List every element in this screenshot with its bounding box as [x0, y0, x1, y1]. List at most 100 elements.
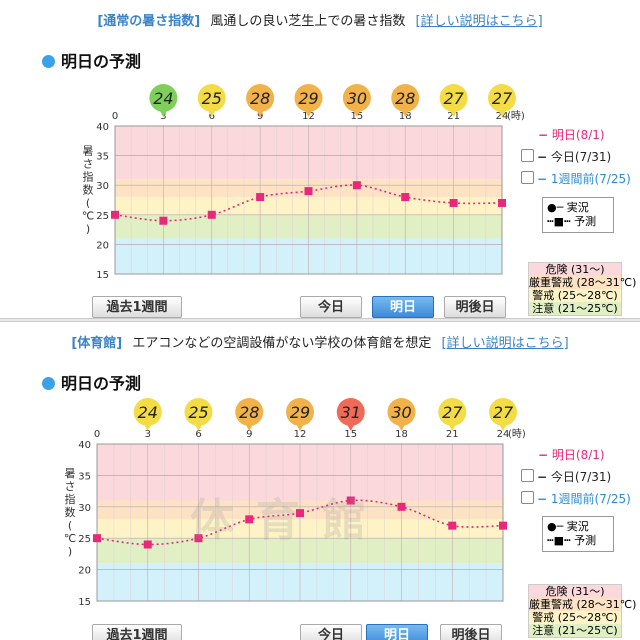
- value-bubble: [246, 84, 275, 112]
- x-tick-label: 18: [395, 429, 408, 440]
- bubble-value: 25: [202, 89, 222, 108]
- bullet-icon: [42, 377, 55, 390]
- y-axis-label-char: ℃: [82, 210, 94, 223]
- y-tick-label: 15: [96, 270, 109, 281]
- bubble-value: 27: [492, 89, 513, 108]
- y-axis-label-char: さ: [65, 480, 76, 493]
- legend-today[interactable]: − 今日(7/31): [512, 148, 624, 170]
- y-tick-label: 30: [78, 503, 91, 514]
- forecast-point: [346, 496, 355, 505]
- legend-actual-label: 実況: [566, 520, 589, 533]
- section-title: 明日の予測: [42, 370, 141, 394]
- y-tick-label: 35: [78, 471, 91, 482]
- y-axis-label-char: 暑: [83, 145, 94, 158]
- forecast-point: [207, 210, 216, 219]
- tomorrow-button[interactable]: 明日: [366, 624, 428, 640]
- bubble-value: 30: [391, 403, 411, 422]
- x-unit-label: (時): [507, 110, 525, 122]
- forecast-point: [304, 187, 313, 196]
- value-bubble: [489, 398, 517, 426]
- value-bubble: [387, 398, 416, 426]
- bubble-value: 29: [298, 89, 318, 108]
- legend-today-label: 今日(7/31): [550, 150, 612, 164]
- bubble-value: 31: [341, 403, 361, 422]
- value-bubble: [133, 398, 162, 426]
- level-severe: 厳重警戒 (28〜31℃): [529, 276, 637, 289]
- legend-today[interactable]: − 今日(7/31): [512, 468, 624, 490]
- value-bubble: [336, 398, 365, 426]
- y-tick-label: 25: [78, 534, 91, 545]
- panel-tag: [体育館]: [71, 336, 123, 351]
- value-bubble: [294, 84, 323, 112]
- tomorrow-button[interactable]: 明日: [372, 296, 434, 318]
- y-axis-label-char: 数: [83, 184, 94, 197]
- legend-actual: ●─ 実況: [547, 520, 589, 533]
- forecast-point: [498, 198, 506, 207]
- panel-tag: [通常の暑さ指数]: [97, 14, 201, 29]
- y-axis-label-char: さ: [83, 158, 94, 171]
- x-tick-label: 21: [446, 429, 459, 440]
- bubble-value: 25: [188, 403, 208, 422]
- forecast-line: [96, 499, 504, 546]
- details-link[interactable]: [詳しい説明はこちら]: [415, 14, 543, 29]
- y-tick-label: 40: [96, 122, 109, 133]
- legend-tomorrow-label: 明日(8/1): [551, 448, 605, 462]
- today-checkbox[interactable]: [521, 149, 534, 162]
- panel-header: [体育館] エアコンなどの空調設備がない学校の体育館を想定 [詳しい説明はこちら…: [0, 332, 640, 351]
- today-button[interactable]: 今日: [300, 296, 362, 318]
- details-link[interactable]: [詳しい説明はこちら]: [441, 336, 569, 351]
- x-tick-label: 9: [246, 429, 252, 440]
- y-tick-label: 15: [78, 597, 91, 608]
- legend-actual: ●─ 実況: [547, 201, 589, 214]
- bubble-value: 28: [250, 89, 270, 108]
- legend-week-ago-label: 1週間前(7/25): [550, 492, 631, 506]
- forecast-point: [352, 181, 361, 190]
- bubble-value: 28: [239, 403, 259, 422]
- panel-normal: [通常の暑さ指数] 風通しの良い芝生上での暑さ指数 [詳しい説明はこちら] 明日…: [0, 0, 640, 318]
- legend-week-ago[interactable]: − 1週間前(7/25): [512, 170, 631, 192]
- past-week-button[interactable]: 過去1週間: [92, 624, 182, 640]
- legend-forecast: ┅■┅ 予測: [547, 534, 597, 547]
- series-legend: − 明日(8/1) − 今日(7/31) − 1週間前(7/25): [512, 126, 631, 192]
- series-legend: − 明日(8/1) − 今日(7/31) − 1週間前(7/25): [512, 446, 631, 512]
- x-tick-label: 12: [294, 429, 307, 440]
- value-bubble: [488, 84, 516, 112]
- value-bubble: [184, 398, 213, 426]
- value-bubble: [439, 84, 468, 112]
- today-checkbox[interactable]: [521, 469, 534, 482]
- forecast-point: [194, 534, 203, 543]
- panel-gym: [体育館] エアコンなどの空調設備がない学校の体育館を想定 [詳しい説明はこちら…: [0, 322, 640, 640]
- forecast-point: [401, 193, 410, 202]
- forecast-point: [245, 515, 254, 524]
- y-tick-label: 30: [96, 181, 109, 192]
- y-tick-label: 20: [78, 566, 91, 577]
- bubble-value: 24: [153, 89, 173, 108]
- bubble-value: 30: [347, 89, 367, 108]
- y-axis-label-char: 指: [83, 170, 94, 184]
- week-ago-checkbox[interactable]: [521, 171, 534, 184]
- y-axis-label-char: ): [86, 223, 90, 236]
- section-title: 明日の予測: [42, 48, 141, 72]
- x-tick-label: 0: [94, 429, 100, 440]
- x-tick-label: 24: [497, 429, 510, 440]
- y-axis-label-char: ℃: [64, 532, 76, 545]
- level-legend: 危険 (31〜) 厳重警戒 (28〜31℃) 警戒 (25〜28℃) 注意 (2…: [528, 584, 636, 638]
- y-tick-label: 40: [78, 440, 91, 451]
- bubble-value: 29: [290, 403, 310, 422]
- value-bubble: [235, 398, 264, 426]
- day-after-button[interactable]: 明後日: [444, 296, 506, 318]
- forecast-point: [397, 502, 406, 511]
- week-ago-checkbox[interactable]: [521, 491, 534, 504]
- day-after-button[interactable]: 明後日: [440, 624, 502, 640]
- legend-week-ago[interactable]: − 1週間前(7/25): [512, 490, 631, 512]
- today-button[interactable]: 今日: [300, 624, 362, 640]
- y-tick-label: 25: [96, 211, 109, 222]
- panel-description: 風通しの良い芝生上での暑さ指数: [210, 14, 406, 29]
- past-week-button[interactable]: 過去1週間: [92, 296, 182, 318]
- level-danger: 危険 (31〜): [529, 263, 621, 276]
- y-axis-label-char: 指: [65, 492, 76, 506]
- legend-actual-label: 実況: [566, 201, 589, 214]
- legend-tomorrow-label: 明日(8/1): [551, 128, 605, 142]
- level-caution: 注意 (21〜25℃): [529, 624, 621, 637]
